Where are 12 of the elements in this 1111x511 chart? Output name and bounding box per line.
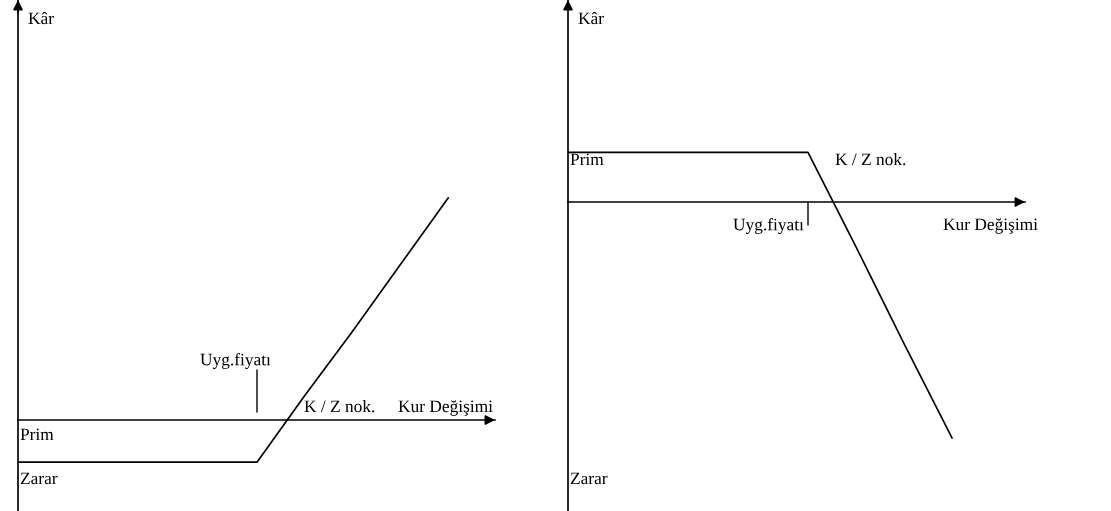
annotation: Prim (570, 153, 604, 166)
annotation: Uyg.fiyatı (733, 218, 804, 234)
annotation: Uyg.fiyatı (200, 353, 271, 369)
text: Zarar (570, 472, 608, 485)
x-axis-title: Kur Değişimi (398, 400, 493, 416)
annotation: Prim (20, 428, 54, 441)
annotation: K / Z nok. (304, 400, 375, 413)
text: Zarar (20, 472, 58, 485)
text: Kâr (578, 11, 604, 25)
annotation: K / Z nok. (835, 153, 906, 166)
text: Kâr (28, 11, 54, 25)
x-axis-title: Kur Değişimi (943, 218, 1038, 234)
